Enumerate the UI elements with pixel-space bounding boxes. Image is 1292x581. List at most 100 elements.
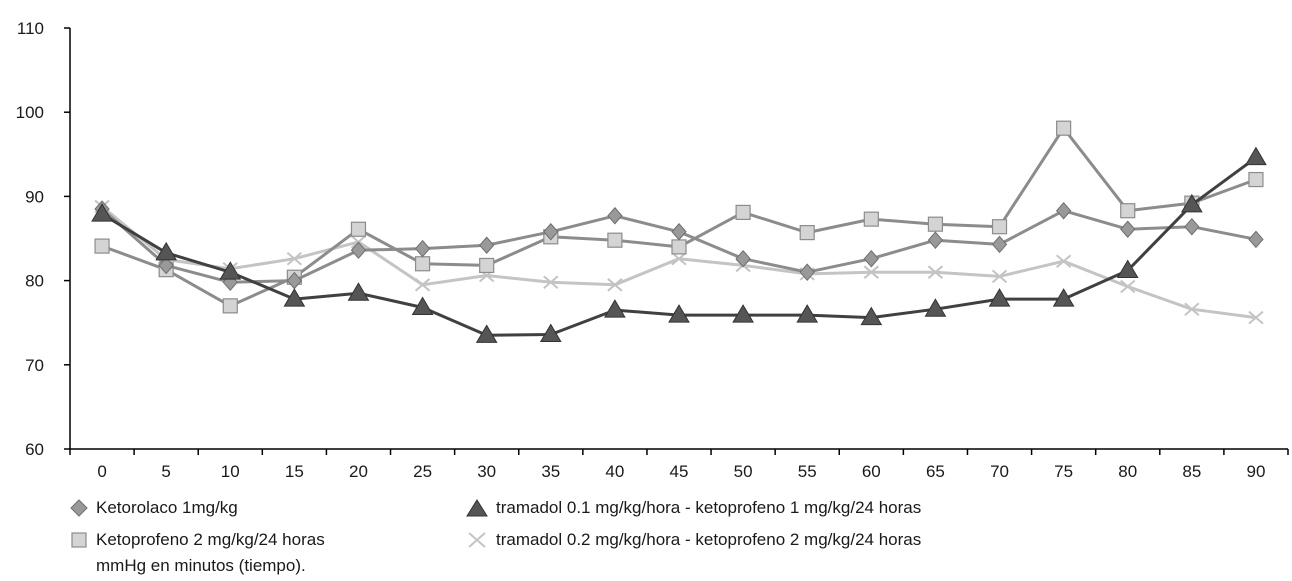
- data-point: [347, 282, 370, 301]
- data-point: [991, 219, 1008, 235]
- data-point: [988, 288, 1011, 307]
- data-point: [735, 204, 751, 220]
- data-point: [350, 221, 367, 237]
- x-tick-label: 55: [798, 462, 817, 481]
- data-point: [158, 256, 174, 275]
- data-point: [1055, 254, 1072, 268]
- data-point: [1116, 259, 1139, 278]
- data-point: [607, 207, 623, 225]
- data-point: [479, 236, 495, 254]
- y-tick-label: 70: [25, 356, 44, 375]
- data-point: [94, 238, 110, 254]
- data-point: [927, 231, 944, 249]
- data-point: [1248, 171, 1264, 188]
- data-point: [668, 304, 690, 323]
- data-point: [414, 256, 431, 272]
- square-icon: [71, 532, 87, 548]
- data-point: [1180, 193, 1203, 213]
- y-tick-label: 60: [25, 440, 44, 459]
- data-point: [671, 239, 687, 255]
- data-point: [475, 324, 498, 343]
- x-tick-label: 45: [670, 462, 689, 481]
- data-point: [1245, 146, 1267, 166]
- data-point: [91, 203, 113, 222]
- data-point: [735, 249, 751, 268]
- legend-label-2: tramadol 0.1 mg/kg/hora - ketoprofeno 1 …: [496, 498, 922, 517]
- series-diamond: [94, 200, 1264, 292]
- y-tick-label: 100: [16, 103, 44, 122]
- y-tick-label: 90: [25, 187, 44, 206]
- x-tick-label: 80: [1118, 462, 1137, 481]
- x-tick-label: 35: [541, 462, 560, 481]
- data-point: [799, 225, 815, 241]
- data-point: [991, 235, 1008, 254]
- data-point: [1248, 310, 1264, 325]
- data-point: [1120, 220, 1136, 238]
- x-tick-label: 30: [477, 462, 496, 481]
- data-point: [671, 251, 687, 266]
- x-tick-label: 70: [990, 462, 1009, 481]
- x-tick-label: 85: [1182, 462, 1201, 481]
- data-point: [411, 296, 434, 316]
- data-point: [1184, 217, 1200, 236]
- data-point: [860, 306, 883, 326]
- series-layer: [91, 120, 1267, 343]
- x-tick-label: 90: [1246, 462, 1265, 481]
- x-tick-label: 40: [605, 462, 624, 481]
- legend-item-1: Ketorolaco 1mg/kg: [70, 498, 238, 518]
- data-point: [863, 211, 879, 227]
- data-point: [796, 304, 819, 323]
- data-point: [286, 251, 303, 266]
- series-triangle: [91, 146, 1267, 343]
- axes: 60 70 80 90 100 110 0 5 10 15 20 25 30 35 40 45 50 55 60 65…: [16, 19, 1289, 481]
- data-point: [414, 278, 431, 292]
- legend-item-2: tramadol 0.1 mg/kg/hora - ketoprofeno 1 …: [466, 498, 921, 518]
- data-point: [799, 263, 815, 281]
- data-point: [1184, 302, 1200, 316]
- legend: Ketorolaco 1mg/kg tramadol 0.1 mg/kg/hor…: [0, 490, 1292, 550]
- x-tick-label: 50: [734, 462, 753, 481]
- x-tick-label: 5: [161, 462, 170, 481]
- data-point: [539, 323, 562, 342]
- data-point: [479, 257, 495, 274]
- legend-label-3: Ketoprofeno 2 mg/kg/24 horas: [96, 530, 325, 549]
- data-point: [543, 223, 559, 241]
- y-tick-label: 80: [25, 272, 44, 291]
- data-point: [219, 261, 242, 280]
- legend-label-4: tramadol 0.2 mg/kg/hora - ketoprofeno 2 …: [496, 530, 922, 549]
- data-point: [1120, 279, 1136, 294]
- x-tick-label: 60: [862, 462, 881, 481]
- data-point: [671, 223, 687, 241]
- data-point: [1248, 230, 1264, 249]
- data-point: [607, 278, 623, 292]
- legend-label-1: Ketorolaco 1mg/kg: [96, 498, 238, 517]
- data-point: [1055, 201, 1072, 220]
- data-point: [155, 241, 178, 261]
- x-tick-label: 15: [285, 462, 304, 481]
- data-point: [1120, 203, 1136, 219]
- line-chart: 60 70 80 90 100 110 0 5 10 15 20 25 30 35 40 45 50 55 60 65…: [16, 19, 1289, 481]
- units-note: mmHg en minutos (tiempo).: [96, 556, 306, 575]
- triangle-icon: [466, 499, 488, 517]
- x-tick-label: 75: [1054, 462, 1073, 481]
- data-point: [222, 298, 238, 314]
- legend-item-3: Ketoprofeno 2 mg/kg/24 horas: [70, 530, 325, 550]
- data-point: [283, 288, 306, 307]
- y-tick-label: 110: [17, 19, 44, 38]
- data-point: [350, 241, 367, 260]
- data-point: [927, 216, 944, 232]
- diamond-icon: [70, 499, 88, 517]
- x-tick-label: 25: [413, 462, 432, 481]
- x-tick-label: 65: [926, 462, 945, 481]
- data-point: [414, 239, 431, 258]
- data-point: [732, 304, 754, 323]
- data-point: [991, 269, 1008, 284]
- data-point: [543, 275, 559, 290]
- data-point: [1052, 288, 1075, 307]
- data-point: [927, 265, 944, 279]
- data-point: [604, 299, 626, 318]
- x-icon: [468, 532, 486, 548]
- x-tick-label: 0: [97, 462, 106, 481]
- x-tick-label: 20: [349, 462, 368, 481]
- data-point: [863, 265, 879, 279]
